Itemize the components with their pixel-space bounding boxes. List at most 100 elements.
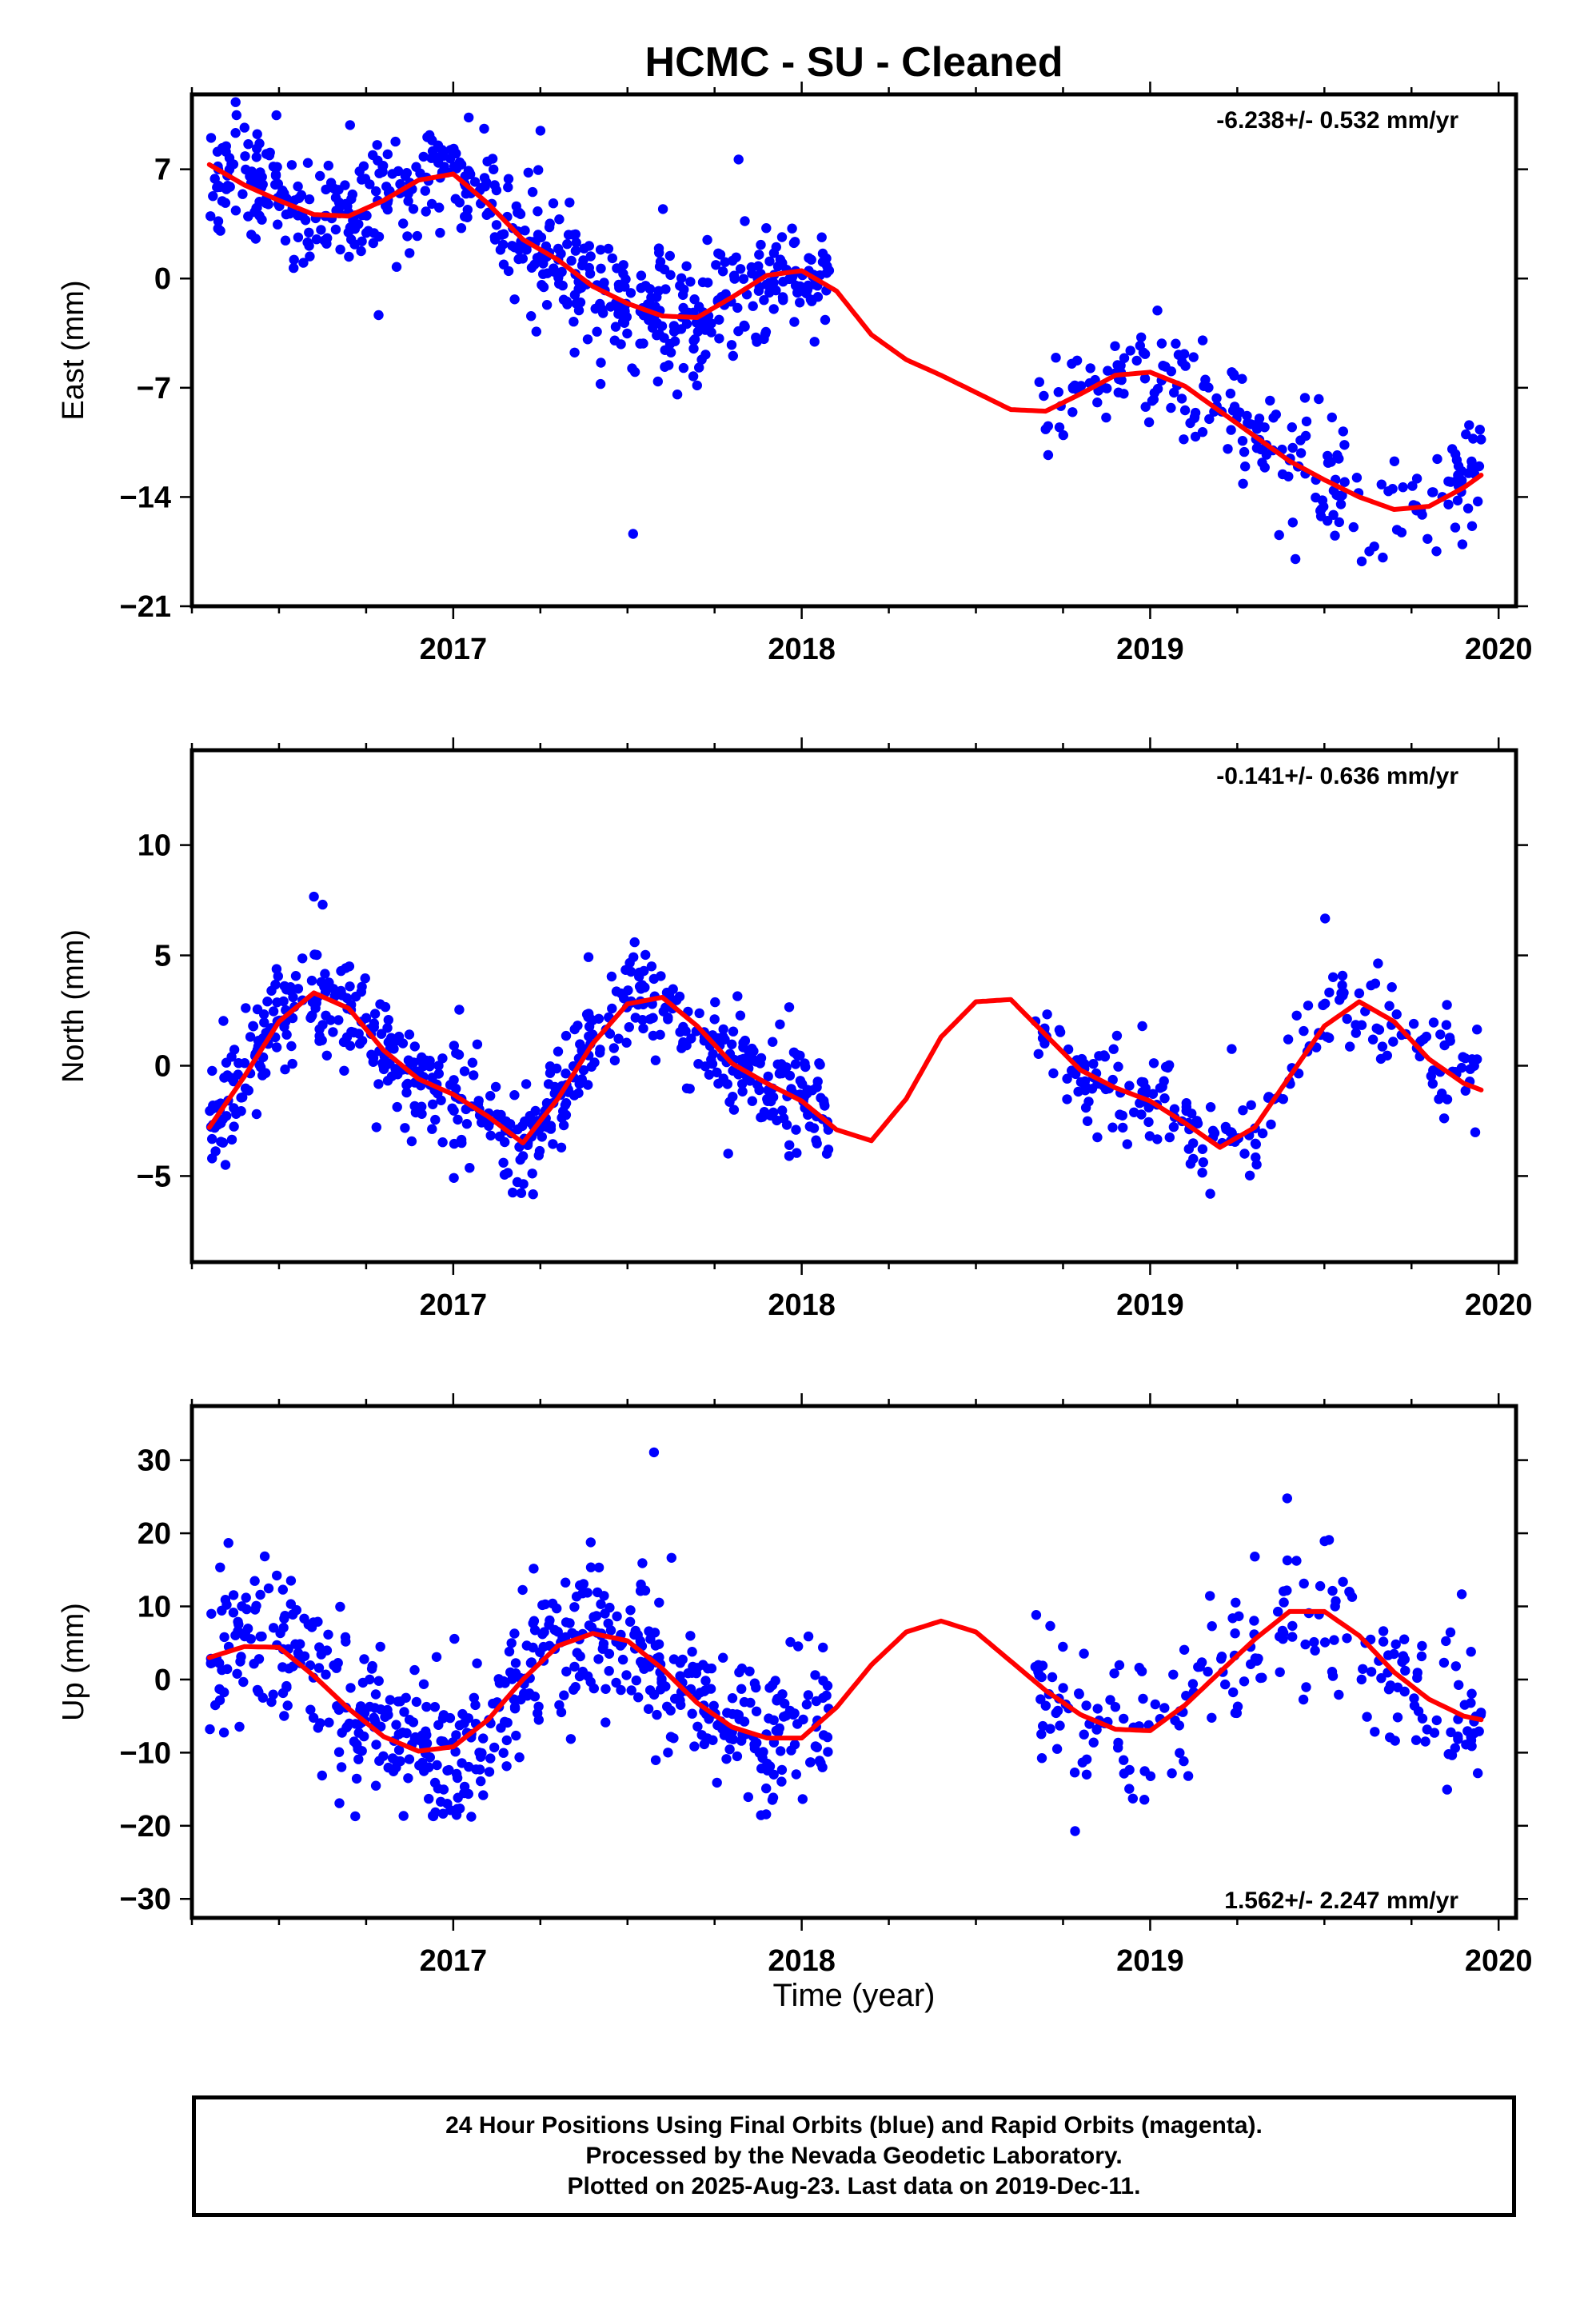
data-point xyxy=(1427,487,1438,497)
data-point xyxy=(558,1120,569,1131)
data-point xyxy=(1062,1073,1072,1084)
data-point xyxy=(714,334,724,344)
data-point xyxy=(561,1577,571,1588)
data-point xyxy=(502,1168,513,1178)
data-point xyxy=(454,1720,465,1731)
data-point xyxy=(1135,1098,1145,1109)
data-point xyxy=(668,1654,680,1664)
rate-annotation-up: 1.562+/- 2.247 mm/yr xyxy=(1224,1888,1458,1914)
data-point xyxy=(1220,1679,1231,1690)
data-point xyxy=(1173,350,1184,360)
data-point xyxy=(504,1646,515,1657)
x-tick-label: 2017 xyxy=(420,633,488,666)
data-point xyxy=(1319,1536,1330,1547)
data-point xyxy=(459,1781,470,1792)
data-point xyxy=(1391,1009,1402,1020)
data-point xyxy=(1392,1712,1403,1723)
data-point xyxy=(611,986,622,997)
data-point xyxy=(358,161,369,171)
data-point xyxy=(1376,479,1387,489)
data-point xyxy=(697,277,708,288)
data-point xyxy=(366,1049,377,1060)
data-point xyxy=(527,186,538,198)
data-point xyxy=(1105,1695,1115,1705)
data-point xyxy=(777,1105,788,1116)
data-point xyxy=(751,1682,761,1693)
data-point xyxy=(370,1689,381,1700)
data-point xyxy=(751,1706,762,1716)
data-point xyxy=(561,1069,571,1079)
data-point xyxy=(599,278,609,288)
data-point xyxy=(710,997,720,1008)
data-point xyxy=(1067,1065,1077,1076)
data-point xyxy=(787,223,797,234)
panels: 2017 2018 2019 2020 7 0 −7 −14 −21 East (mm) -6.23… xyxy=(57,82,1532,1978)
data-point xyxy=(1334,517,1345,528)
data-point xyxy=(1138,1693,1148,1704)
data-point xyxy=(692,1721,703,1732)
data-point xyxy=(585,1562,597,1572)
data-point xyxy=(1397,1656,1407,1668)
data-point xyxy=(593,1562,604,1573)
data-point xyxy=(412,230,422,242)
data-point xyxy=(525,1111,535,1121)
data-point xyxy=(417,1101,427,1112)
data-point xyxy=(393,166,404,177)
data-point xyxy=(1155,1083,1166,1093)
data-point xyxy=(230,97,241,107)
data-point xyxy=(1389,1648,1399,1660)
data-point xyxy=(509,294,520,305)
data-point xyxy=(293,984,304,994)
data-point xyxy=(381,182,392,192)
data-point xyxy=(1081,1769,1092,1780)
data-point xyxy=(760,326,772,338)
data-point xyxy=(677,1654,688,1665)
data-point xyxy=(297,953,308,964)
data-point xyxy=(639,965,649,977)
data-point xyxy=(213,216,224,226)
data-point xyxy=(1287,422,1298,433)
data-point xyxy=(230,206,241,216)
data-point xyxy=(1301,416,1312,427)
data-point xyxy=(726,340,737,350)
data-point xyxy=(1136,1109,1147,1120)
data-point xyxy=(1229,370,1239,381)
data-point xyxy=(526,311,537,322)
data-point xyxy=(621,1037,632,1048)
data-point xyxy=(1193,1662,1203,1672)
data-point xyxy=(1067,407,1078,417)
data-point xyxy=(257,1631,267,1642)
x-tick-label: 2020 xyxy=(1465,633,1533,666)
data-point xyxy=(533,1708,543,1719)
data-point xyxy=(509,242,520,253)
data-point xyxy=(254,210,265,221)
data-point xyxy=(535,1647,545,1657)
data-point xyxy=(683,1668,693,1679)
data-point xyxy=(284,1664,294,1674)
data-point xyxy=(685,1631,696,1641)
data-point xyxy=(1400,1665,1410,1676)
data-point xyxy=(230,128,241,138)
data-point xyxy=(1336,988,1347,999)
data-point xyxy=(328,1027,338,1037)
data-point xyxy=(1131,355,1142,366)
data-point xyxy=(711,260,721,270)
data-point xyxy=(401,1087,412,1098)
data-point xyxy=(1114,1660,1125,1671)
data-point xyxy=(1460,1085,1471,1097)
data-point xyxy=(1125,346,1135,356)
data-point xyxy=(239,122,249,133)
data-point xyxy=(241,1604,252,1615)
data-point xyxy=(356,246,366,257)
data-point xyxy=(764,1713,774,1724)
data-point xyxy=(271,110,281,121)
data-point xyxy=(349,1736,360,1747)
data-point xyxy=(1145,1771,1156,1781)
data-point xyxy=(280,235,291,246)
data-point xyxy=(1188,1153,1199,1164)
data-point xyxy=(426,198,437,210)
data-point xyxy=(1237,436,1248,446)
data-point xyxy=(583,1671,593,1681)
data-point xyxy=(569,1602,580,1612)
data-point xyxy=(792,1148,802,1158)
